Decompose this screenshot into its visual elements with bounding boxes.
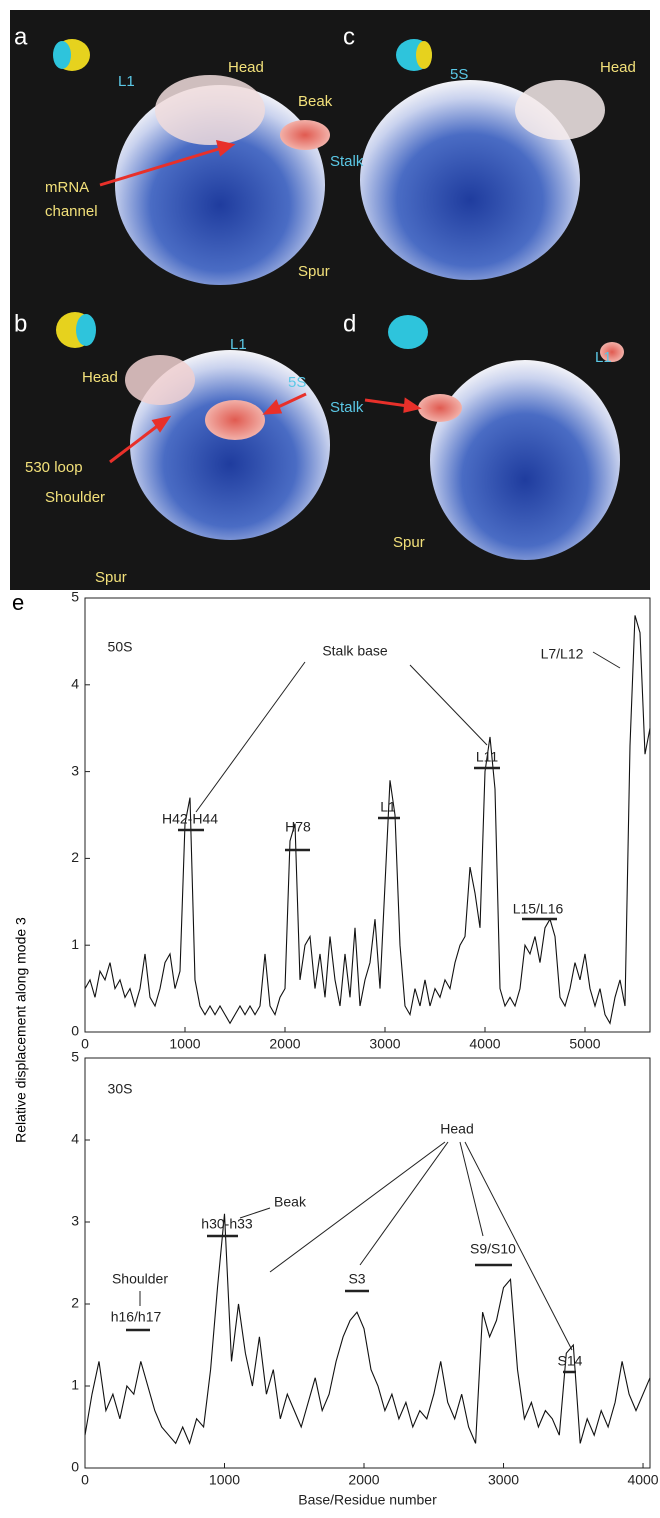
y-tick-label: 2	[71, 1295, 79, 1311]
image-label: L1	[230, 336, 247, 353]
x-tick-label: 5000	[569, 1036, 600, 1052]
image-label: Head	[228, 59, 264, 76]
image-label: 5S	[288, 374, 306, 391]
annotation: L15/L16	[513, 901, 564, 917]
leader-line	[464, 1141, 573, 1351]
annotation: Beak	[274, 1194, 307, 1210]
leader-line	[359, 1141, 449, 1266]
panel-letter: d	[343, 310, 356, 337]
annotation: S9/S10	[470, 1241, 516, 1257]
annotation: h16/h17	[111, 1309, 162, 1325]
image-label: Beak	[298, 93, 333, 110]
x-tick-label: 0	[81, 1472, 89, 1488]
image-label: Head	[82, 369, 118, 386]
panel-letter: a	[14, 23, 28, 50]
leader-line	[195, 661, 306, 813]
image-label: Head	[600, 59, 636, 76]
leader-line	[592, 651, 621, 669]
y-tick-label: 3	[71, 1213, 79, 1229]
x-tick-label: 2000	[269, 1036, 300, 1052]
x-tick-label: 4000	[627, 1472, 658, 1488]
annotation: L7/L12	[541, 646, 584, 662]
image-label: L1	[595, 349, 612, 366]
y-axis-label: Relative displacement along mode 3	[13, 917, 29, 1143]
y-tick-label: 1	[71, 936, 79, 952]
image-label: channel	[45, 203, 98, 220]
leader-line	[269, 1141, 446, 1273]
image-label: 530 loop	[25, 459, 83, 476]
image-label: Stalk	[330, 399, 364, 416]
plot-frame	[84, 597, 651, 1033]
annotation: H42-H44	[162, 811, 218, 827]
image-label: Stalk	[330, 153, 364, 170]
arrows	[99, 140, 422, 464]
x-tick-label: 3000	[488, 1472, 519, 1488]
data-line	[84, 615, 651, 1025]
y-tick-label: 2	[71, 849, 79, 865]
ribosome-images	[53, 39, 624, 560]
annotation: 30S	[108, 1081, 133, 1097]
annotation: S3	[348, 1271, 365, 1287]
panel-letter: c	[343, 23, 355, 50]
image-label: Spur	[95, 569, 127, 586]
leader-line	[409, 664, 488, 746]
x-tick-label: 2000	[348, 1472, 379, 1488]
annotation: 50S	[108, 639, 133, 655]
x-tick-label: 1000	[169, 1036, 200, 1052]
annotation: Head	[440, 1121, 473, 1137]
image-label: Spur	[298, 263, 330, 280]
y-tick-label: 1	[71, 1377, 79, 1393]
y-tick-label: 0	[71, 1023, 79, 1039]
panel-letter: b	[14, 310, 27, 337]
x-tick-label: 3000	[369, 1036, 400, 1052]
image-label: Spur	[393, 534, 425, 551]
y-tick-label: 4	[71, 676, 79, 692]
y-tick-label: 5	[71, 1049, 79, 1065]
annotation: h30-h33	[201, 1216, 253, 1232]
image-label: L1	[118, 73, 135, 90]
annotation: H78	[285, 819, 311, 835]
x-tick-label: 0	[81, 1036, 89, 1052]
y-tick-label: 5	[71, 589, 79, 605]
annotation: S14	[558, 1353, 583, 1369]
image-label: Shoulder	[45, 489, 105, 506]
x-tick-label: 4000	[469, 1036, 500, 1052]
y-tick-label: 4	[71, 1131, 79, 1147]
image-label: mRNA	[45, 179, 89, 196]
x-axis-label: Base/Residue number	[298, 1492, 437, 1508]
annotation: L11	[476, 749, 499, 765]
plot-frame	[84, 1057, 651, 1469]
annotation: Shoulder	[112, 1271, 168, 1287]
y-tick-label: 0	[71, 1459, 79, 1475]
data-line	[84, 1213, 651, 1446]
leader-line	[239, 1207, 271, 1219]
annotation: L1	[380, 799, 396, 815]
annotation: Stalk base	[322, 643, 388, 659]
x-tick-label: 1000	[209, 1472, 240, 1488]
leader-line	[459, 1141, 484, 1237]
y-tick-label: 3	[71, 762, 79, 778]
image-label: 5S	[450, 66, 468, 83]
panel-letter: e	[12, 590, 24, 615]
